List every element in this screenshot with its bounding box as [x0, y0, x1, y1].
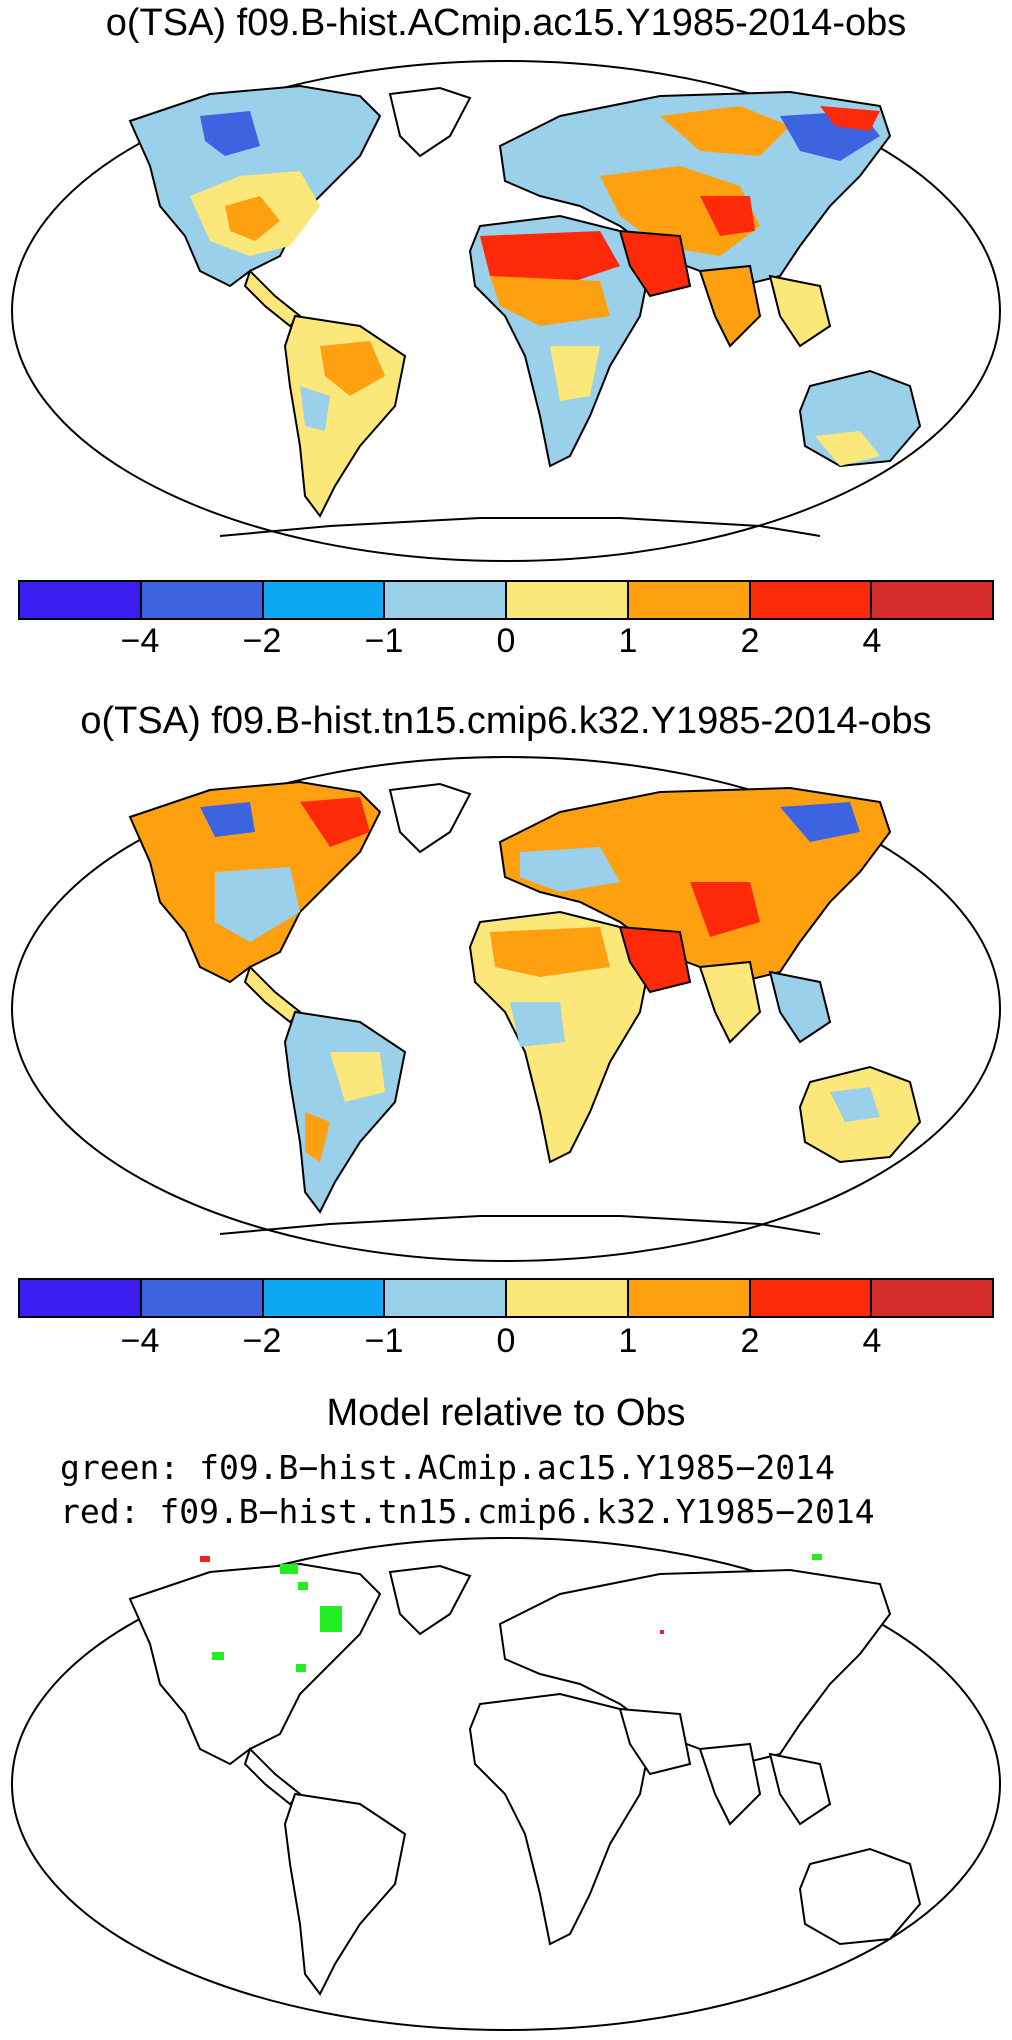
colorbar-swatch [507, 582, 629, 618]
colorbar-swatch [141, 1280, 264, 1316]
panel2-colorbar [18, 1278, 994, 1318]
panel2-title: o(TSA) f09.B-hist.tn15.cmip6.k32.Y1985-2… [80, 700, 932, 742]
colorbar-tick-label: 0 [496, 1322, 516, 1360]
colorbar-tick-label: 4 [862, 1322, 882, 1360]
colorbar-tick-label: −4 [120, 1322, 160, 1360]
colorbar-swatch [750, 1280, 873, 1316]
colorbar-tick-label: −1 [364, 1322, 404, 1360]
colorbar-swatch [20, 1280, 142, 1316]
colorbar-tick-label: 2 [740, 1322, 760, 1360]
colorbar-tick-label: −2 [242, 622, 282, 660]
colorbar-tick-label: −1 [364, 622, 404, 660]
colorbar-tick-label: −4 [120, 622, 160, 660]
colorbar-swatch [20, 582, 142, 618]
colorbar-tick-label: 4 [862, 622, 882, 660]
colorbar-swatch [263, 1280, 386, 1316]
colorbar-swatch [507, 1280, 629, 1316]
colorbar-swatch [628, 582, 751, 618]
colorbar-swatch [385, 1280, 507, 1316]
panel3-title: Model relative to Obs [326, 1392, 686, 1434]
panel1-title: o(TSA) f09.B-hist.ACmip.ac15.Y1985-2014-… [105, 2, 907, 44]
colorbar-tick-label: 1 [618, 622, 638, 660]
colorbar-swatch [141, 582, 264, 618]
panel1-map [0, 56, 1012, 566]
colorbar-swatch [263, 582, 386, 618]
colorbar-tick-label: 2 [740, 622, 760, 660]
panel3-red-legend: red: f09.B−hist.tn15.cmip6.k32.Y1985−201… [60, 1492, 875, 1531]
colorbar-swatch [872, 1280, 992, 1316]
colorbar-tick-label: 0 [496, 622, 516, 660]
panel1-colorbar-ticks: −4 −2 −1 0 1 2 4 [18, 622, 994, 662]
colorbar-tick-label: 1 [618, 1322, 638, 1360]
panel3-green-legend: green: f09.B−hist.ACmip.ac15.Y1985−2014 [60, 1448, 835, 1487]
colorbar-swatch [385, 582, 507, 618]
colorbar-swatch [628, 1280, 751, 1316]
colorbar-swatch [872, 582, 992, 618]
panel3-map [0, 1534, 1012, 2034]
colorbar-swatch [750, 582, 873, 618]
colorbar-tick-label: −2 [242, 1322, 282, 1360]
panel2-map [0, 752, 1012, 1267]
panel1-colorbar [18, 580, 994, 620]
panel2-colorbar-ticks: −4 −2 −1 0 1 2 4 [18, 1322, 994, 1362]
